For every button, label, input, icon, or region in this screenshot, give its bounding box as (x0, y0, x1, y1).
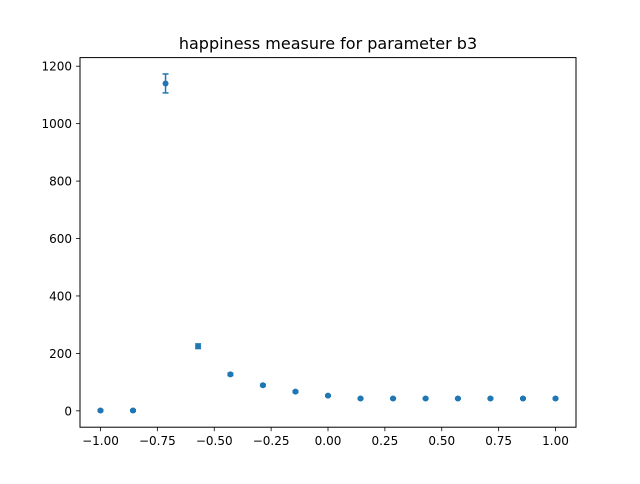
data-point (422, 395, 429, 402)
x-tick-label: 0.00 (315, 434, 342, 448)
data-point (519, 395, 526, 402)
x-tick-label: 1.00 (542, 434, 569, 448)
y-tick-label: 1000 (41, 117, 72, 131)
x-tick-label: −1.00 (82, 434, 119, 448)
data-point (390, 395, 397, 402)
y-tick-label: 600 (49, 232, 72, 246)
plot-frame (79, 57, 577, 428)
x-tick-label: 0.50 (428, 434, 455, 448)
x-tick-label: −0.50 (196, 434, 233, 448)
data-point (292, 388, 299, 395)
chart-title: happiness measure for parameter b3 (179, 34, 477, 53)
y-tick-label: 400 (49, 289, 72, 303)
x-tick-label: 0.75 (485, 434, 512, 448)
data-point (259, 382, 266, 389)
x-tick-label: −0.25 (253, 434, 290, 448)
y-tick-label: 800 (49, 175, 72, 189)
data-point (97, 407, 104, 414)
data-point (195, 343, 202, 350)
data-point (162, 80, 169, 87)
data-point (130, 407, 137, 414)
x-tick-label: −0.75 (139, 434, 176, 448)
y-tick-label: 0 (64, 404, 72, 418)
y-tick-label: 200 (49, 347, 72, 361)
data-point (357, 395, 364, 402)
data-point (487, 395, 494, 402)
data-point (227, 371, 234, 378)
data-point (325, 392, 331, 399)
data-point (454, 395, 461, 402)
x-axis: −1.00 −0.75 −0.50 −0.25 0.00 0.25 0.50 0.75 1.00 (82, 427, 569, 448)
data-points (97, 80, 559, 414)
error-bars (97, 73, 559, 413)
data-point (552, 395, 559, 402)
y-axis: 0 200 400 600 800 1000 1200 (41, 60, 80, 418)
x-tick-label: 0.25 (372, 434, 399, 448)
y-tick-label: 1200 (41, 60, 72, 74)
